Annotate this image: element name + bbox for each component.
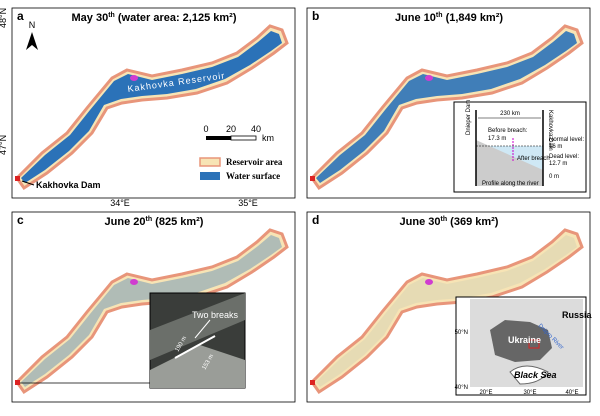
profile-inset: 230 km Dnieper Dam Kakhovka Dam Before b… bbox=[453, 100, 587, 193]
scale-bar bbox=[206, 135, 257, 141]
inset-text: Russia bbox=[562, 310, 593, 320]
inset-text: Kakhovka Dam bbox=[547, 110, 553, 151]
inset-text: 12.7 m bbox=[549, 161, 567, 167]
north-arrow: N bbox=[26, 20, 38, 50]
photo-inset: Two breaks 190 m 153 m bbox=[20, 292, 246, 389]
panel-title: June 10th (1,849 km²) bbox=[395, 12, 503, 24]
inset-text: After breach bbox=[517, 156, 550, 162]
dam-arrow bbox=[21, 180, 35, 186]
marker bbox=[130, 75, 138, 81]
dam-label: Kakhovka Dam bbox=[36, 180, 101, 190]
lat-label: 47°N bbox=[0, 135, 8, 155]
inset-text: 230 km bbox=[500, 111, 520, 117]
inset-text: 17.3 m bbox=[488, 136, 506, 142]
title-sup: th bbox=[436, 12, 443, 19]
inset-text: 16 m bbox=[549, 144, 562, 150]
legend-label: Water surface bbox=[226, 171, 280, 181]
panel-title: June 20th (825 km²) bbox=[105, 216, 204, 228]
inset-text: 50°N bbox=[455, 330, 468, 336]
inset-text: Black Sea bbox=[514, 370, 557, 380]
scale-unit: km bbox=[262, 133, 274, 143]
marker bbox=[425, 279, 433, 285]
marker bbox=[130, 279, 138, 285]
panel-frame bbox=[11, 7, 296, 199]
inset-text: Two breaks bbox=[192, 310, 239, 320]
title-date: June 20 bbox=[105, 216, 146, 228]
scale-label: 0 bbox=[203, 124, 208, 134]
dam-mark bbox=[310, 176, 315, 181]
title-sup: th bbox=[108, 12, 115, 19]
title-date: June 30 bbox=[400, 216, 441, 228]
legend-swatch bbox=[199, 157, 221, 167]
inset-text: 20°E bbox=[479, 390, 492, 396]
title-date: May 30 bbox=[72, 12, 109, 24]
locator-inset: Russia Ukraine Black Sea Dnipro River 50… bbox=[455, 296, 593, 396]
inset-text: Ukraine bbox=[508, 335, 541, 345]
panel-letter: c bbox=[17, 213, 24, 227]
panel-letter: d bbox=[312, 213, 319, 227]
title-rest: (water area: 2,125 km²) bbox=[115, 12, 237, 24]
title-sup: th bbox=[441, 216, 448, 223]
inset-text: Dnieper Dam bbox=[466, 100, 472, 135]
dam-mark bbox=[15, 380, 20, 385]
panel-title: June 30th (369 km²) bbox=[400, 216, 499, 228]
north: N bbox=[29, 20, 36, 30]
map-panel: c June 20th (825 km²) bbox=[11, 211, 296, 403]
inset-text: Dead level: bbox=[549, 154, 579, 160]
inset-text: Profile along the river bbox=[482, 181, 539, 187]
inset-text: 40°N bbox=[455, 385, 468, 391]
inset-text: 40°E bbox=[565, 390, 578, 396]
title-rest: (369 km²) bbox=[447, 216, 499, 228]
marker bbox=[425, 75, 433, 81]
title-sup: th bbox=[146, 216, 153, 223]
scale-label: 20 bbox=[226, 124, 236, 134]
inset-text: Normal level: bbox=[549, 137, 584, 143]
lon-label: 34°E bbox=[110, 198, 130, 208]
inset-text: 0 m bbox=[549, 174, 559, 180]
legend-label: Reservoir area bbox=[226, 157, 283, 167]
panel-title: May 30th (water area: 2,125 km²) bbox=[72, 12, 237, 24]
title-date: June 10 bbox=[395, 12, 436, 24]
lon-label: 35°E bbox=[238, 198, 258, 208]
inset-text: 30°E bbox=[523, 390, 536, 396]
legend-swatch bbox=[200, 172, 220, 180]
dam-mark bbox=[310, 380, 315, 385]
panel-letter: b bbox=[312, 9, 319, 23]
dam-mark bbox=[15, 176, 20, 181]
inset-text: Before breach: bbox=[488, 128, 528, 134]
lat-label: 48°N bbox=[0, 8, 8, 28]
scale-label: 40 bbox=[251, 124, 261, 134]
title-rest: (1,849 km²) bbox=[443, 12, 504, 24]
map-panel: a May 30th (water area: 2,125 km²) bbox=[11, 7, 296, 199]
panel-letter: a bbox=[17, 9, 24, 23]
title-rest: (825 km²) bbox=[152, 216, 204, 228]
